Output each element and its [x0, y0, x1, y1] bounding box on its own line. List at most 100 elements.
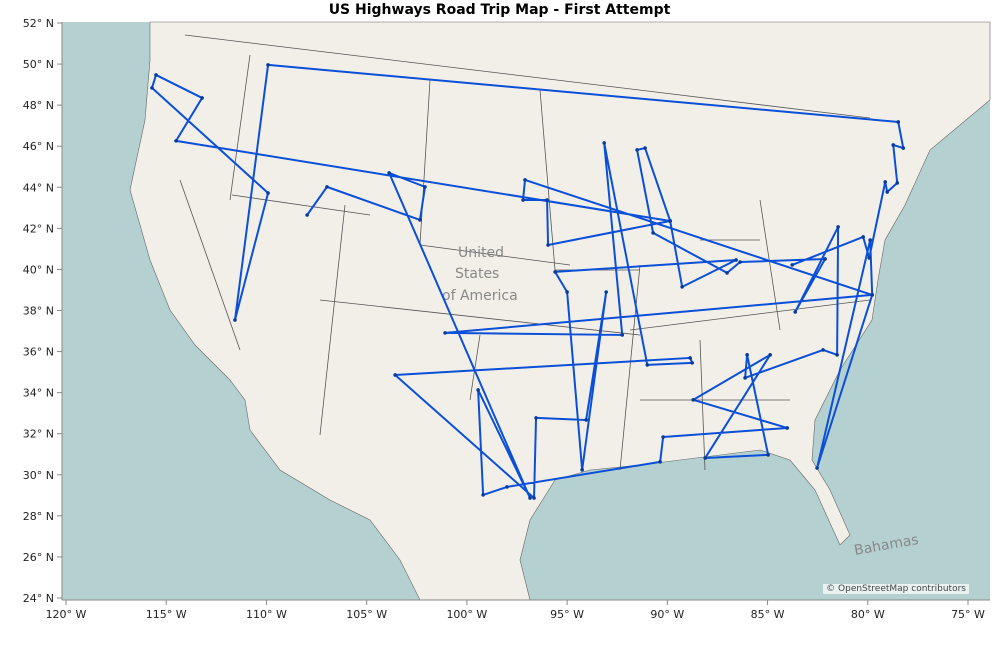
route-stop[interactable]	[896, 120, 901, 124]
route-stop[interactable]	[668, 219, 672, 223]
route-stop[interactable]	[532, 496, 536, 500]
x-tick-label: 100° W	[446, 608, 487, 621]
y-tick-label: 30° N	[23, 469, 54, 482]
route-stop[interactable]	[534, 416, 538, 420]
route-stop[interactable]	[703, 456, 708, 460]
route-stop[interactable]	[645, 363, 650, 367]
y-tick-label: 50° N	[23, 58, 54, 71]
x-tick-label: 115° W	[146, 608, 187, 621]
route-stop[interactable]	[521, 198, 525, 202]
route-stop[interactable]	[785, 426, 789, 430]
route-stop[interactable]	[620, 333, 625, 337]
route-stop[interactable]	[768, 353, 772, 357]
route-stop[interactable]	[815, 466, 819, 470]
svg-text:United: United	[458, 245, 504, 261]
y-tick-label: 42° N	[23, 222, 54, 235]
route-stop[interactable]	[821, 348, 825, 352]
x-tick-label: 95° W	[550, 608, 584, 621]
route-stop[interactable]	[870, 293, 874, 297]
y-tick-label: 34° N	[23, 387, 54, 400]
land-north-america	[129, 21, 991, 601]
y-tick-label: 26° N	[23, 551, 54, 564]
route-stop[interactable]	[423, 185, 427, 189]
route-stop[interactable]	[523, 178, 527, 182]
route-stop[interactable]	[885, 190, 890, 194]
route-stop[interactable]	[734, 258, 738, 262]
route-stop[interactable]	[861, 235, 865, 239]
svg-text:of America: of America	[442, 288, 518, 304]
state-borders	[179, 34, 871, 471]
route-stop[interactable]	[635, 148, 639, 152]
y-tick-label: 46° N	[23, 140, 54, 153]
route-stop[interactable]	[393, 373, 397, 377]
route-stop[interactable]	[725, 271, 729, 275]
route-stop[interactable]	[643, 146, 647, 150]
route-stop[interactable]	[546, 243, 550, 247]
x-tick-label: 110° W	[246, 608, 287, 621]
route-stop[interactable]	[418, 218, 422, 222]
svg-text:States: States	[455, 266, 499, 282]
route-stop[interactable]	[745, 353, 749, 357]
route-stop[interactable]	[766, 453, 770, 457]
route-stop[interactable]	[836, 225, 840, 229]
route-stop[interactable]	[743, 376, 747, 380]
route-stop[interactable]	[868, 238, 872, 242]
route-stop[interactable]	[688, 356, 692, 360]
attribution: © OpenStreetMap contributors	[823, 584, 969, 594]
route-stop[interactable]	[443, 331, 447, 335]
y-tick-label: 38° N	[23, 305, 54, 318]
x-tick-label: 80° W	[851, 608, 885, 621]
route-stop[interactable]	[895, 181, 900, 185]
route-stop[interactable]	[658, 460, 662, 464]
route-stop[interactable]	[266, 191, 270, 195]
route-stop[interactable]	[690, 361, 694, 365]
route-stop[interactable]	[738, 260, 742, 264]
route-stop[interactable]	[565, 290, 569, 294]
route-stop[interactable]	[387, 171, 391, 175]
route-stop[interactable]	[584, 418, 588, 422]
route-stop[interactable]	[481, 493, 485, 497]
route-stop[interactable]	[661, 435, 665, 439]
route-line	[150, 63, 905, 499]
x-tick-label: 120° W	[46, 608, 87, 621]
route-stop[interactable]	[604, 290, 608, 294]
route-stop[interactable]	[553, 270, 557, 274]
x-tick-label: 85° W	[751, 608, 785, 621]
route-stop[interactable]	[867, 256, 871, 260]
route-stop[interactable]	[154, 73, 158, 77]
route-stop[interactable]	[835, 353, 839, 357]
route-stop[interactable]	[580, 468, 584, 472]
map-title: US Highways Road Trip Map - First Attemp…	[328, 2, 671, 18]
route-stop[interactable]	[528, 496, 532, 500]
y-tick-label: 28° N	[23, 510, 54, 523]
x-tick-label: 90° W	[650, 608, 684, 621]
route-stop[interactable]	[505, 485, 509, 489]
route-stop[interactable]	[174, 139, 178, 143]
map-country-label: United States of America Bahamas	[442, 245, 920, 559]
y-tick-label: 48° N	[23, 99, 54, 112]
x-tick-label: 75° W	[951, 608, 985, 621]
route-stop[interactable]	[476, 388, 480, 392]
y-tick-label: 32° N	[23, 428, 54, 441]
route-stop[interactable]	[793, 310, 798, 314]
route-stop[interactable]	[680, 285, 684, 289]
y-tick-label: 36° N	[23, 346, 54, 359]
route-stop[interactable]	[602, 141, 606, 145]
route-stop[interactable]	[823, 257, 827, 261]
route-stop[interactable]	[266, 63, 270, 67]
route-stop[interactable]	[233, 318, 237, 322]
route-stop[interactable]	[891, 143, 896, 147]
route-stop[interactable]	[883, 180, 888, 184]
y-tick-label: 52° N	[23, 17, 54, 30]
route-stop[interactable]	[790, 263, 795, 267]
route-stop[interactable]	[545, 198, 549, 202]
route-stop[interactable]	[200, 96, 204, 100]
route-stop[interactable]	[150, 86, 154, 90]
route-stop[interactable]	[901, 146, 906, 150]
route-stop[interactable]	[691, 398, 695, 402]
route-stop[interactable]	[305, 213, 309, 217]
route-stop[interactable]	[325, 185, 329, 189]
route-stop[interactable]	[651, 231, 655, 235]
y-tick-label: 40° N	[23, 263, 54, 276]
